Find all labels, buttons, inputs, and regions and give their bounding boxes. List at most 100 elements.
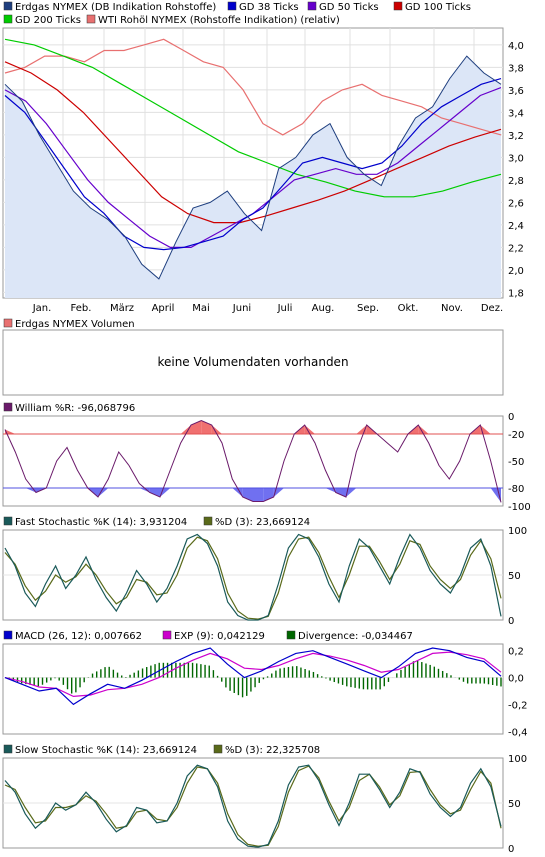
y-tick-label: 2,4 [508,221,524,232]
y-tick-label: -80 [508,484,524,495]
price-area-fill [5,56,501,298]
legend-swatch [393,1,403,11]
y-tick-label: 3,4 [508,108,524,119]
y-tick-label: 1,8 [508,288,524,299]
volume-message: keine Volumendaten vorhanden [157,355,348,369]
fast-stochastic-y-ticks: 100 50 0 [508,526,527,627]
series-line [4,38,502,198]
slow-stochastic-legend: Slow Stochastic %K (14): 23,669124 %D (3)… [3,744,320,756]
williams-legend: William %R: -96,068796 [3,402,135,414]
legend-swatch [162,630,172,640]
overbought-fill [5,429,16,434]
legend-label: EXP (9): 0,042129 [174,631,265,642]
fast-stochastic-plot [3,533,503,621]
legend-swatch [213,744,223,754]
legend-swatch [3,630,13,640]
macd-y-ticks: 0,2 0,0 -0,2 -0,4 [508,647,528,739]
oversold-fill [325,488,336,493]
legend-swatch [227,1,237,11]
overbought-fill [304,425,315,434]
x-tick-label: Mai [192,303,210,314]
series-line [4,78,502,251]
y-tick-label: 0,0 [508,674,524,685]
y-tick-label: 2,8 [508,176,524,187]
y-tick-label: 0,2 [508,647,524,658]
y-tick-label: -50 [508,457,524,468]
y-tick-label: 3,6 [508,86,524,97]
legend-swatch [3,318,13,328]
price-x-ticks: Jan. Feb. März April Mai Juni Juli Aug. Sep. Okt.… [32,303,503,314]
slow-stochastic-plot [3,764,503,848]
legend-label: Fast Stochastic %K (14): 3,931204 [15,517,187,528]
y-tick-label: 100 [508,754,527,765]
legend-swatch [203,516,213,526]
y-tick-label: -0,2 [508,700,528,711]
legend-label: Erdgas NYMEX (DB Indikation Rohstoffe) [15,2,216,13]
price-lines [4,38,502,280]
oversold-fill [139,488,150,493]
legend-swatch [3,744,13,754]
legend-label: Slow Stochastic %K (14): 23,669124 [15,745,197,756]
slow-stochastic-y-ticks: 100 50 0 [508,754,527,855]
y-tick-label: 3,2 [508,131,524,142]
x-tick-label: Feb. [71,303,92,314]
y-tick-label: 3,0 [508,153,524,164]
legend-swatch [3,516,13,526]
x-tick-label: Juli [277,303,293,314]
x-tick-label: Nov. [441,303,463,314]
x-tick-label: Okt. [398,303,419,314]
series-line [4,38,502,136]
x-tick-label: Aug. [312,303,335,314]
y-tick-label: -0,4 [508,727,528,738]
x-tick-label: Dez. [481,303,503,314]
legend-label: %D (3): 23,669124 [215,517,310,528]
y-tick-label: 0 [508,844,514,855]
y-tick-label: 100 [508,526,527,537]
oversold-fill [149,488,160,497]
williams-line [4,419,502,503]
legend-label: MACD (26, 12): 0,007662 [15,631,142,642]
y-tick-label: 3,8 [508,63,524,74]
y-tick-label: -20 [508,430,524,441]
legend-label: William %R: -96,068796 [15,403,135,414]
legend-swatch [86,14,96,24]
price-legend: Erdgas NYMEX (DB Indikation Rohstoffe) GD… [3,1,471,26]
y-tick-label: 2,0 [508,266,524,277]
series-line [4,61,502,224]
x-tick-label: April [152,303,175,314]
stochastic-line [4,533,502,621]
oversold-fill [253,488,264,502]
overbought-fill [180,425,191,434]
williams-y-ticks: 0 -20 -50 -80 -100 [508,412,531,513]
legend-swatch [286,630,296,640]
williams-plot [3,419,503,503]
overbought-fill [191,420,202,434]
legend-label: Divergence: -0,034467 [298,631,413,642]
macd-panel [2,643,504,735]
y-tick-label: 50 [508,571,521,582]
legend-label: GD 200 Ticks [15,15,81,26]
legend-swatch [307,1,317,11]
overbought-fill [201,420,212,434]
macd-plot [3,647,503,706]
x-tick-label: Sep. [357,303,379,314]
y-tick-label: 0 [508,616,514,627]
price-y-ticks: 4,0 3,8 3,6 3,4 3,2 3,0 2,8 2,6 2,4 2,2 2,0 1,8 [508,41,524,300]
oversold-fill [98,488,109,497]
fast-stochastic-legend: Fast Stochastic %K (14): 3,931204 %D (3):… [3,516,310,528]
legend-swatch [3,14,13,24]
legend-label: GD 100 Ticks [405,2,471,13]
overbought-fill [211,425,222,434]
y-tick-label: -100 [508,502,531,513]
y-tick-label: 2,2 [508,243,524,254]
oversold-fill [335,488,346,497]
stochastic-line [4,536,502,620]
macd-legend: MACD (26, 12): 0,007662 EXP (9): 0,042129… [3,630,413,642]
volume-panel [2,329,504,396]
legend-label: Erdgas NYMEX Volumen [15,319,135,330]
legend-label: GD 38 Ticks [239,2,299,13]
legend-swatch [3,1,13,11]
x-tick-label: März [110,303,134,314]
legend-swatch [3,402,13,412]
